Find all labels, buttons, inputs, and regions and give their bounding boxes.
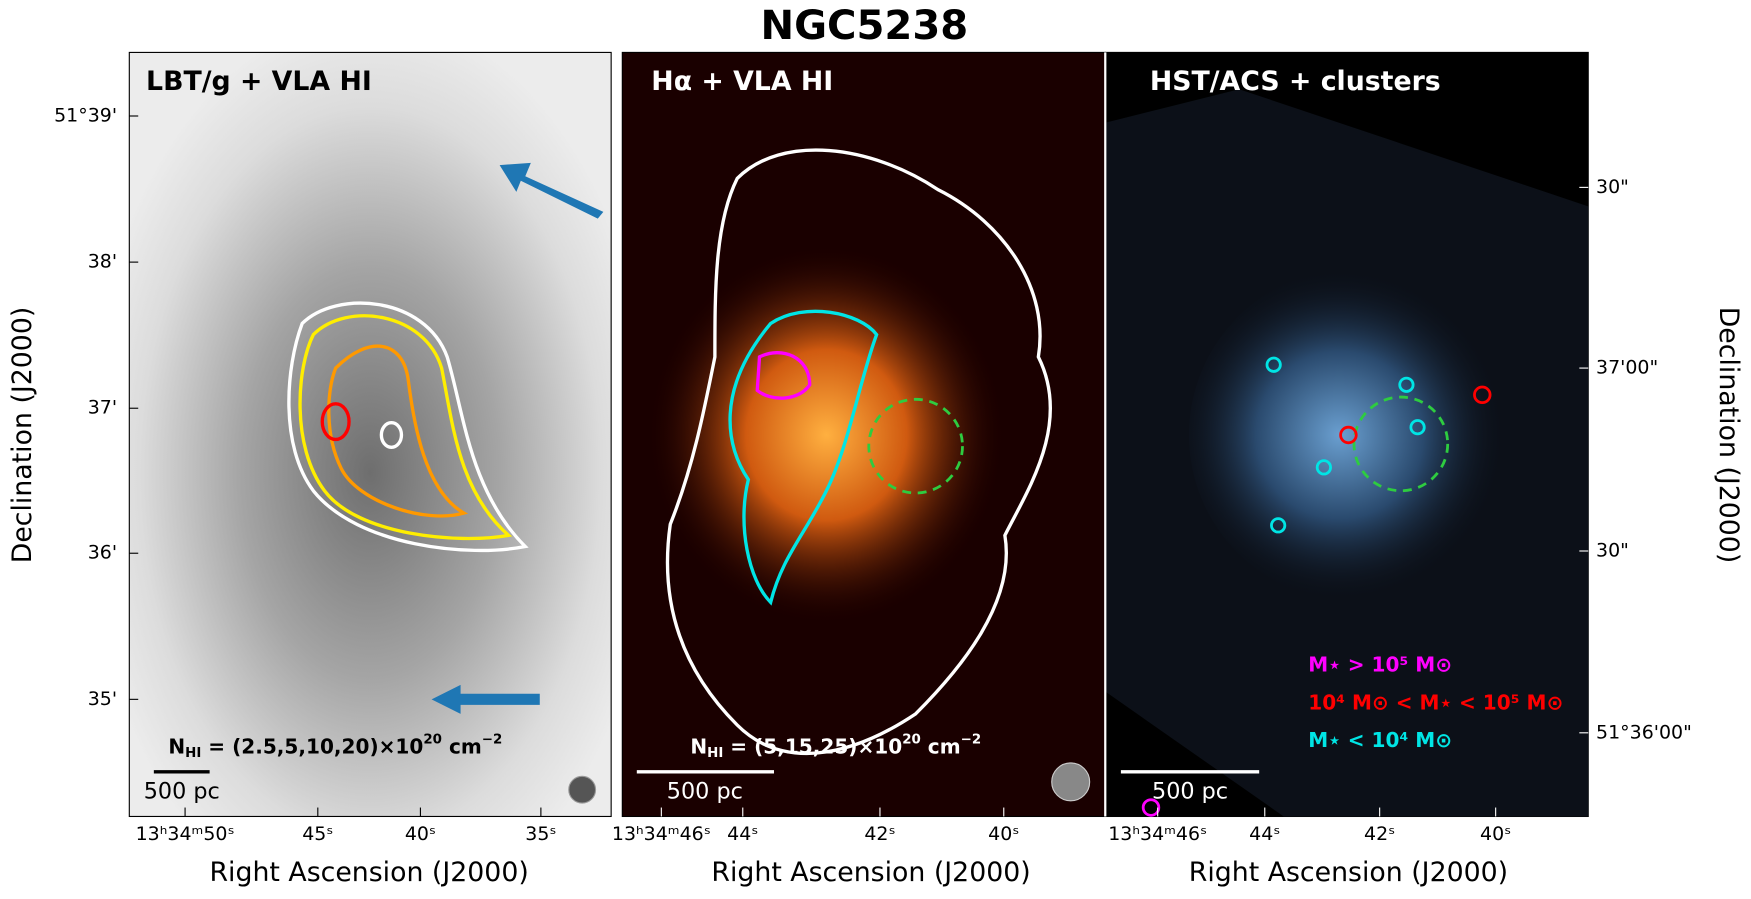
x-tick-label: 42ˢ <box>1364 823 1395 845</box>
y-tick-label: 37' <box>88 397 117 419</box>
cluster <box>1473 385 1492 405</box>
cavity <box>1352 395 1450 493</box>
y-tick-label: 30" <box>1596 540 1629 562</box>
column-density-part: cm <box>442 734 482 758</box>
halpha-emission <box>647 245 1005 625</box>
y-tick-label: 35' <box>88 688 117 710</box>
column-density-part: N <box>168 734 185 758</box>
contour <box>755 351 812 400</box>
column-density-part: cm <box>921 734 961 758</box>
x-axis-label: Right Ascension (J2000) <box>1189 857 1508 888</box>
scale-bar-label: 500 pc <box>144 778 220 804</box>
y-tick-label: 37'00" <box>1596 357 1658 379</box>
legend-entry: M⋆ < 10⁴ M⊙ <box>1308 728 1452 752</box>
column-density-part: −2 <box>482 733 503 748</box>
x-tick-label: 35ˢ <box>525 823 556 845</box>
column-density-part: N <box>690 734 707 758</box>
scale-bar-label: 500 pc <box>667 778 743 804</box>
x-tick-label: 45ˢ <box>302 823 333 845</box>
cluster <box>1265 356 1282 373</box>
y-axis-label: Declination (J2000) <box>1713 307 1744 564</box>
x-axis-label: Right Ascension (J2000) <box>711 857 1030 888</box>
x-tick-label: 13ʰ34ᵐ46ˢ <box>1108 823 1207 845</box>
cluster <box>1270 517 1287 534</box>
contour <box>665 148 1053 755</box>
cluster <box>1315 459 1332 476</box>
contour <box>728 309 879 606</box>
y-tick-label: 36' <box>88 542 117 564</box>
cluster <box>1339 425 1358 445</box>
x-tick-label: 42ˢ <box>864 823 895 845</box>
y-tick-label: 51°39' <box>54 105 117 127</box>
cluster <box>1409 419 1426 436</box>
figure-title: NGC5238 <box>760 3 968 49</box>
contour <box>327 344 469 518</box>
x-tick-label: 13ʰ34ᵐ46ˢ <box>612 823 711 845</box>
column-density-part: = (5,15,25)×10 <box>723 734 902 758</box>
cluster <box>1398 376 1415 393</box>
contour <box>287 301 529 553</box>
y-tick-label: 51°36'00" <box>1596 721 1692 743</box>
x-axis-label: Right Ascension (J2000) <box>209 857 528 888</box>
legend-entry: M⋆ > 10⁵ M⊙ <box>1308 652 1452 676</box>
panel-label: Hα + VLA HI <box>651 66 833 97</box>
legend-entry: 10⁴ M⊙ < M⋆ < 10⁵ M⊙ <box>1308 690 1563 714</box>
scale-bar-label: 500 pc <box>1152 778 1228 804</box>
beam <box>1051 762 1091 802</box>
y-tick-label: 38' <box>88 251 117 273</box>
clusters <box>1141 356 1492 817</box>
y-tick-label: 30" <box>1596 176 1629 198</box>
cavity <box>867 397 964 495</box>
column-density-part: = (2.5,5,10,20)×10 <box>201 734 423 758</box>
x-tick-label: 40ˢ <box>1480 823 1511 845</box>
x-tick-label: 44ˢ <box>727 823 758 845</box>
column-density-part: HI <box>707 746 723 761</box>
x-tick-label: 40ˢ <box>988 823 1019 845</box>
beam <box>568 775 597 804</box>
panel-label: LBT/g + VLA HI <box>146 66 372 97</box>
contour <box>320 402 351 442</box>
cluster <box>1141 798 1161 817</box>
x-tick-label: 13ʰ34ᵐ50ˢ <box>136 823 235 845</box>
column-density: NHI = (2.5,5,10,20)×1020 cm−2 <box>168 733 502 761</box>
column-density: NHI = (5,15,25)×1020 cm−2 <box>690 733 981 761</box>
column-density-part: 20 <box>902 733 921 748</box>
column-density-part: HI <box>185 746 201 761</box>
y-axis-label: Declination (J2000) <box>7 307 38 564</box>
x-tick-label: 40ˢ <box>405 823 436 845</box>
arrow <box>499 162 604 219</box>
contour <box>298 314 513 541</box>
contour <box>379 421 404 449</box>
column-density-part: 20 <box>423 733 442 748</box>
x-tick-label: 44ˢ <box>1249 823 1280 845</box>
arrow <box>431 684 540 714</box>
column-density-part: −2 <box>961 733 982 748</box>
panel-label: HST/ACS + clusters <box>1150 66 1441 97</box>
